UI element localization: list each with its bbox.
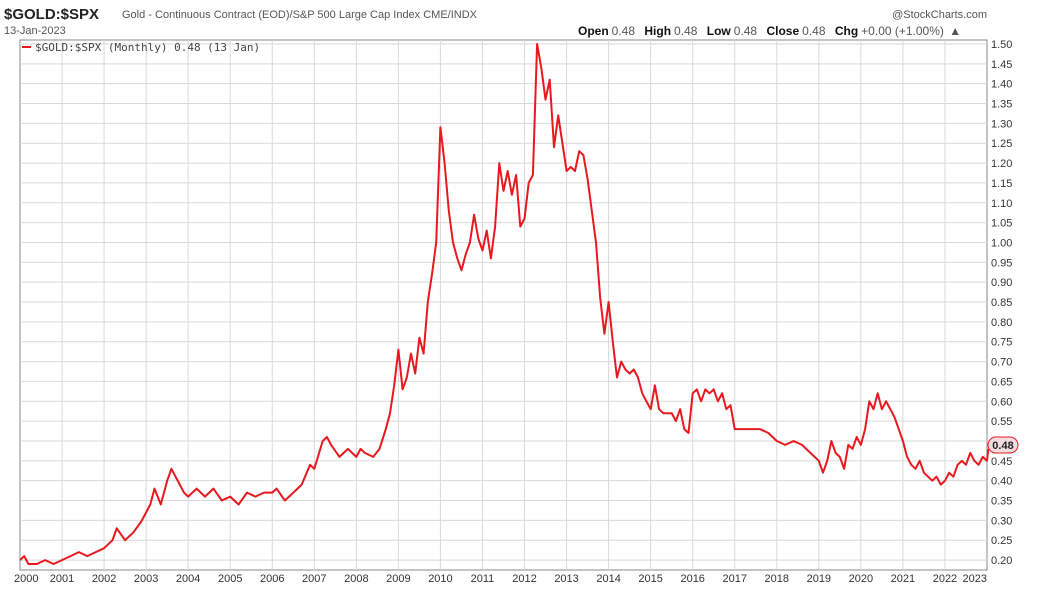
- chart-legend: $GOLD:$SPX (Monthly) 0.48 (13 Jan): [22, 41, 260, 54]
- x-tick-label: 2006: [260, 573, 284, 585]
- low-label: Low: [706, 24, 731, 38]
- y-tick-label: 0.80: [991, 317, 1012, 329]
- chart-description: Gold - Continuous Contract (EOD)/S&P 500…: [122, 9, 478, 21]
- open-label: Open: [578, 24, 609, 38]
- last-value-badge-bg: [987, 436, 1019, 454]
- y-tick-label: 1.25: [991, 138, 1012, 150]
- y-tick-label: 1.30: [991, 118, 1012, 130]
- close-value: 0.48: [802, 24, 826, 38]
- y-tick-label: 0.95: [991, 257, 1012, 269]
- legend-label: $GOLD:$SPX (Monthly) 0.48 (13 Jan): [35, 41, 260, 54]
- x-tick-label: 2015: [638, 573, 662, 585]
- y-tick-label: 1.05: [991, 218, 1012, 230]
- chart-symbol: $GOLD:$SPX: [4, 6, 100, 23]
- x-tick-label: 2004: [176, 573, 200, 585]
- y-tick-label: 1.45: [991, 59, 1012, 71]
- x-tick-label: 2007: [302, 573, 326, 585]
- x-tick-label: 2008: [344, 573, 368, 585]
- x-tick-label: 2003: [134, 573, 158, 585]
- y-tick-label: 1.10: [991, 198, 1012, 210]
- y-tick-label: 0.45: [991, 456, 1012, 468]
- y-axis-ticks: 0.200.250.300.350.400.450.500.550.600.65…: [991, 39, 1012, 567]
- x-tick-label: 2020: [849, 573, 873, 585]
- y-tick-label: 0.60: [991, 396, 1012, 408]
- close-label: Close: [766, 24, 800, 38]
- x-tick-label: 2013: [554, 573, 578, 585]
- y-tick-label: 1.35: [991, 99, 1012, 111]
- y-tick-label: 0.30: [991, 515, 1012, 527]
- x-tick-label: 2001: [50, 573, 74, 585]
- plot-frame: [19, 39, 988, 571]
- y-tick-label: 0.70: [991, 357, 1012, 369]
- open-value: 0.48: [611, 24, 636, 38]
- y-tick-label: 1.15: [991, 178, 1012, 190]
- y-tick-label: 1.20: [991, 158, 1012, 170]
- y-tick-label: 1.00: [991, 237, 1012, 249]
- high-value: 0.48: [674, 24, 698, 38]
- x-tick-label: 2005: [218, 573, 242, 585]
- x-tick-label: 2023: [963, 573, 987, 585]
- y-tick-label: 1.40: [991, 79, 1012, 91]
- chart-date: 13-Jan-2023: [4, 25, 66, 37]
- ohlc-readout: Open 0.48 High 0.48 Low 0.48 Close 0.48 Chg +…: [574, 24, 961, 38]
- low-value: 0.48: [733, 24, 758, 38]
- y-tick-label: 0.35: [991, 496, 1012, 508]
- x-tick-label: 2009: [386, 573, 410, 585]
- high-label: High: [644, 24, 672, 38]
- y-tick-label: 0.90: [991, 277, 1012, 289]
- y-tick-label: 0.40: [991, 476, 1012, 488]
- x-tick-label: 2019: [807, 573, 831, 585]
- y-tick-label: 0.55: [991, 416, 1012, 428]
- y-tick-label: 0.20: [991, 555, 1012, 567]
- y-tick-label: 0.75: [991, 337, 1012, 349]
- y-tick-label: 1.50: [991, 39, 1012, 51]
- x-tick-label: 2018: [765, 573, 789, 585]
- x-tick-label: 2012: [512, 573, 536, 585]
- x-tick-label: 2016: [680, 573, 704, 585]
- series-line-gold-spx: [19, 43, 990, 565]
- y-tick-label: 0.25: [991, 535, 1012, 547]
- x-axis-ticks: 2000 2001 2002 2003 2004 2005 2006 2007 2008 2009…: [14, 573, 987, 585]
- chg-label: Chg: [834, 24, 859, 38]
- y-tick-label: 0.85: [991, 297, 1012, 309]
- x-tick-label: 2011: [471, 573, 495, 585]
- chg-value: +0.00 (+1.00%): [861, 24, 944, 38]
- last-value-text: 0.48: [992, 440, 1013, 452]
- up-arrow-icon: ▲: [949, 24, 962, 38]
- x-tick-label: 2022: [933, 573, 957, 585]
- x-tick-label: 2021: [891, 573, 915, 585]
- x-tick-label: 2002: [92, 573, 116, 585]
- y-tick-label: 0.65: [991, 376, 1012, 388]
- x-tick-label: 2010: [428, 573, 452, 585]
- x-tick-label: 2017: [722, 573, 746, 585]
- last-value-badge: 0.48: [987, 436, 1019, 454]
- x-tick-label: 2014: [596, 573, 620, 585]
- stockcharts-credit: @StockCharts.com: [892, 9, 987, 21]
- x-tick-label: 2000: [14, 573, 38, 585]
